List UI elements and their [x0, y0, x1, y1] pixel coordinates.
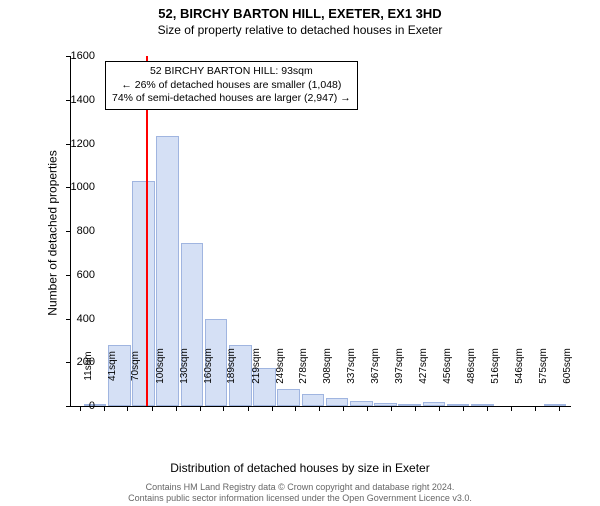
x-tick	[176, 406, 177, 411]
x-tick	[127, 406, 128, 411]
chart-title-main: 52, BIRCHY BARTON HILL, EXETER, EX1 3HD	[0, 6, 600, 21]
annotation-line2: ← 26% of detached houses are smaller (1,…	[112, 79, 351, 93]
footer-line1: Contains HM Land Registry data © Crown c…	[0, 482, 600, 493]
annotation-box: 52 BIRCHY BARTON HILL: 93sqm ← 26% of de…	[105, 61, 358, 110]
y-tick-label: 1400	[55, 94, 95, 106]
x-tick	[104, 406, 105, 411]
x-tick	[391, 406, 392, 411]
x-tick-label: 308sqm	[322, 348, 333, 384]
x-axis-label: Distribution of detached houses by size …	[0, 461, 600, 475]
footer-line2: Contains public sector information licen…	[0, 493, 600, 504]
x-tick-label: 456sqm	[442, 348, 453, 384]
histogram-bar	[350, 401, 373, 406]
histogram-bar	[277, 389, 300, 407]
histogram-bar	[471, 404, 494, 406]
x-tick	[463, 406, 464, 411]
x-tick-label: 11sqm	[83, 351, 94, 380]
x-tick	[559, 406, 560, 411]
y-tick-label: 1600	[55, 50, 95, 62]
annotation-line1: 52 BIRCHY BARTON HILL: 93sqm	[112, 65, 351, 79]
x-tick	[367, 406, 368, 411]
x-tick-label: 486sqm	[466, 348, 477, 384]
annotation-line3: 74% of semi-detached houses are larger (…	[112, 92, 351, 106]
x-tick-label: 189sqm	[226, 348, 237, 384]
x-tick	[487, 406, 488, 411]
x-tick	[511, 406, 512, 411]
x-tick	[223, 406, 224, 411]
x-tick-label: 70sqm	[130, 351, 141, 381]
x-tick-label: 516sqm	[490, 348, 501, 384]
x-tick	[343, 406, 344, 411]
y-tick-label: 1000	[55, 181, 95, 193]
x-tick-label: 546sqm	[514, 348, 525, 384]
x-tick-label: 337sqm	[346, 348, 357, 384]
x-tick-label: 100sqm	[155, 348, 166, 384]
x-tick	[439, 406, 440, 411]
x-tick-label: 427sqm	[418, 348, 429, 384]
x-tick-label: 41sqm	[107, 351, 118, 381]
x-tick-label: 160sqm	[203, 348, 214, 384]
x-tick	[535, 406, 536, 411]
histogram-bar	[447, 404, 470, 406]
histogram-bar	[398, 404, 421, 406]
histogram-bar	[374, 403, 397, 406]
x-tick	[415, 406, 416, 411]
y-tick-label: 600	[55, 269, 95, 281]
x-tick-label: 575sqm	[538, 348, 549, 384]
histogram-bar	[544, 404, 567, 406]
x-tick-label: 130sqm	[179, 348, 190, 384]
x-tick-label: 219sqm	[251, 348, 262, 384]
x-tick-label: 278sqm	[298, 348, 309, 384]
footer-attribution: Contains HM Land Registry data © Crown c…	[0, 482, 600, 504]
x-tick	[295, 406, 296, 411]
x-tick	[272, 406, 273, 411]
y-tick-label: 0	[55, 400, 95, 412]
x-tick	[152, 406, 153, 411]
x-tick	[319, 406, 320, 411]
histogram-bar	[326, 398, 349, 406]
y-tick-label: 400	[55, 313, 95, 325]
chart-title-sub: Size of property relative to detached ho…	[0, 23, 600, 37]
y-tick-label: 1200	[55, 138, 95, 150]
x-tick-label: 249sqm	[275, 348, 286, 384]
x-tick	[200, 406, 201, 411]
histogram-bar	[423, 402, 446, 406]
x-tick-label: 605sqm	[562, 348, 573, 384]
histogram-bar	[302, 394, 325, 406]
x-tick-label: 397sqm	[394, 348, 405, 384]
x-tick	[248, 406, 249, 411]
y-tick-label: 800	[55, 225, 95, 237]
x-tick-label: 367sqm	[370, 348, 381, 384]
